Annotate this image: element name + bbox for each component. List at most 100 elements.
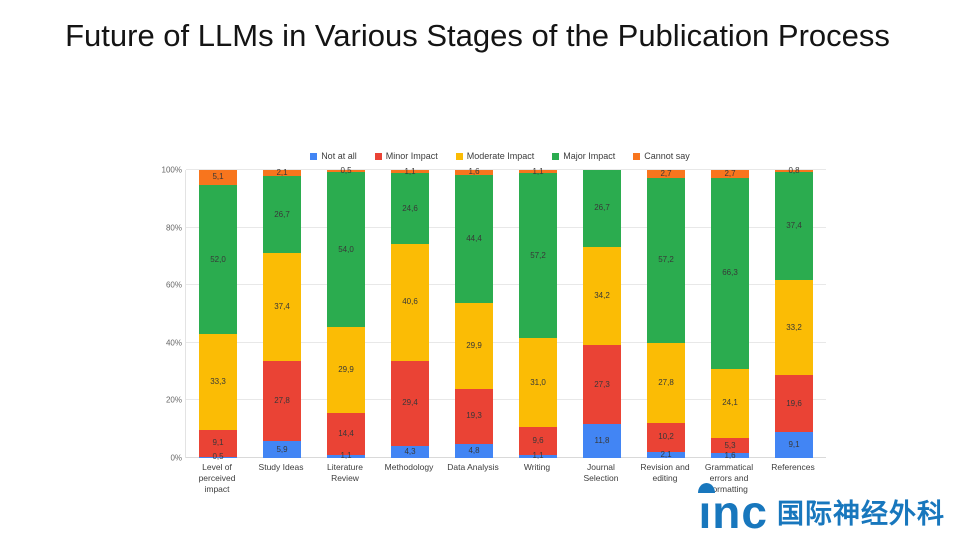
segment-value-label: 27,3 xyxy=(594,379,610,389)
bar-segment: 9,1 xyxy=(199,430,237,457)
bar-segment: 2,7 xyxy=(647,168,685,178)
segment-value-label: 40,6 xyxy=(402,297,418,307)
bar-segment: 4,8 xyxy=(455,444,493,458)
gridline-80 xyxy=(186,226,826,228)
stacked-bar-2: 5,9 27,8 37,4 26,7 2,1 xyxy=(263,169,301,458)
legend-swatch-icon xyxy=(374,152,382,160)
legend-item-not-at-all: Not at all xyxy=(310,151,357,161)
bar-segment: 1,1 xyxy=(519,452,557,460)
bar-segment: 2,1 xyxy=(647,449,685,459)
stacked-bar-9: 1,6 5,3 24,1 66,3 2,7 xyxy=(711,168,749,460)
segment-value-label: 2,7 xyxy=(660,168,672,178)
bar-slot: 2,1 10,2 27,8 57,2 2,7 xyxy=(634,168,698,459)
bar-segment: 26,7 xyxy=(263,176,301,254)
segment-value-label: 44,4 xyxy=(466,233,482,243)
bar-segment: 26,7 xyxy=(583,170,621,247)
bar-segment: 31,0 xyxy=(519,337,557,428)
segment-value-label: 9,6 xyxy=(532,436,544,446)
segment-value-label: 1,6 xyxy=(724,450,736,460)
segment-value-label: 14,4 xyxy=(338,429,354,439)
segment-value-label: 34,2 xyxy=(594,291,610,301)
segment-value-label: 54,0 xyxy=(338,244,354,254)
segment-value-label: 9,1 xyxy=(788,439,800,449)
bar-segment: 27,8 xyxy=(263,360,301,442)
segment-value-label: 11,8 xyxy=(594,436,610,446)
segment-value-label: 5,3 xyxy=(724,440,736,450)
bar-slot: 0,5 9,1 33,3 52,0 5,1 xyxy=(186,170,250,461)
legend-label: Minor Impact xyxy=(385,151,438,161)
category-label: Methodology xyxy=(377,462,441,495)
category-label-text: Revision and editing xyxy=(640,462,690,484)
segment-value-label: 33,2 xyxy=(786,322,802,332)
category-label-text: Level of perceived impact xyxy=(198,462,236,495)
gridline-60 xyxy=(186,284,826,286)
x-axis-labels: Level of perceived impact Study Ideas Lite… xyxy=(185,462,825,495)
bar-segment: 29,9 xyxy=(455,302,493,389)
bar-segment: 29,9 xyxy=(327,327,365,414)
inc-logo: ınc xyxy=(697,481,768,535)
segment-value-label: 29,9 xyxy=(338,365,354,375)
bar-segment: 52,0 xyxy=(199,184,237,335)
bar-segment: 0,5 xyxy=(327,167,365,175)
segment-value-label: 19,3 xyxy=(466,411,482,421)
legend-swatch-icon xyxy=(310,152,318,160)
category-label: Revision and editing xyxy=(633,462,697,495)
segment-value-label: 10,2 xyxy=(658,432,674,442)
bar-slot: 5,9 27,8 37,4 26,7 2,1 xyxy=(250,169,314,458)
bar-segment: 5,3 xyxy=(711,438,749,454)
segment-value-label: 2,7 xyxy=(724,168,736,178)
bar-segment: 34,2 xyxy=(583,246,621,346)
stacked-bar-6: 1,1 9,6 31,0 57,2 1,1 xyxy=(519,167,557,460)
bars-container: 0,5 9,1 33,3 52,0 5,1 5,9 27,8 37,4 26,7 2,1 1,1 14… xyxy=(186,166,826,461)
bar-segment: 24,6 xyxy=(391,173,429,245)
bar-segment: 37,4 xyxy=(263,253,301,361)
legend-label: Cannot say xyxy=(644,151,690,161)
category-label: Level of perceived impact xyxy=(185,462,249,495)
bar-slot: 1,1 14,4 29,9 54,0 0,5 xyxy=(314,167,378,460)
segment-value-label: 24,1 xyxy=(722,398,738,408)
legend-label: Moderate Impact xyxy=(466,151,535,161)
watermark-chinese-text: 国际神经外科 xyxy=(777,499,945,529)
bar-segment: 40,6 xyxy=(391,244,429,361)
category-label-text: Journal Selection xyxy=(583,462,619,484)
category-label-text: Writing xyxy=(523,462,551,472)
bar-segment: 66,3 xyxy=(711,177,749,369)
segment-value-label: 2,1 xyxy=(660,449,672,459)
category-label: Literature Review xyxy=(313,462,377,495)
bar-segment: 33,2 xyxy=(775,279,813,376)
watermark: ınc 国际神经外科 xyxy=(697,481,945,535)
bar-segment: 1,6 xyxy=(455,168,493,176)
segment-value-label: 26,7 xyxy=(274,209,290,219)
category-label: Data Analysis xyxy=(441,462,505,495)
legend-label: Major Impact xyxy=(563,151,616,161)
bar-slot: 1,6 5,3 24,1 66,3 2,7 xyxy=(698,168,762,460)
category-label-text: References xyxy=(771,462,815,472)
segment-value-label: 0,5 xyxy=(340,166,352,176)
y-tick-label: 0% xyxy=(170,453,182,463)
stacked-bar-1: 0,5 9,1 33,3 52,0 5,1 xyxy=(199,170,237,461)
stacked-bar-3: 1,1 14,4 29,9 54,0 0,5 xyxy=(327,167,365,460)
bar-segment: 44,4 xyxy=(455,174,493,303)
segment-value-label: 1,1 xyxy=(404,166,416,176)
bar-segment: 57,2 xyxy=(519,173,557,338)
bar-segment: 1,1 xyxy=(519,167,557,175)
bar-segment: 57,2 xyxy=(647,177,685,343)
segment-value-label: 5,1 xyxy=(212,172,224,182)
gridline-20 xyxy=(186,399,826,401)
segment-value-label: 5,9 xyxy=(276,444,288,454)
bar-slot: 11,8 27,3 34,2 26,7 xyxy=(570,170,634,458)
legend-item-minor-impact: Minor Impact xyxy=(374,151,438,161)
y-tick-label: 60% xyxy=(165,280,182,290)
bar-slot: 4,3 29,4 40,6 24,6 1,1 xyxy=(378,166,442,458)
y-tick-label: 20% xyxy=(165,395,182,405)
inc-logo-text: ınc xyxy=(698,486,768,538)
bar-segment: 19,3 xyxy=(455,388,493,445)
category-label-text: Methodology xyxy=(384,462,434,472)
category-label: References xyxy=(761,462,825,495)
segment-value-label: 31,0 xyxy=(530,377,546,387)
legend-swatch-icon xyxy=(552,152,560,160)
segment-value-label: 37,4 xyxy=(786,221,802,231)
bar-segment: 9,1 xyxy=(775,431,813,458)
legend-label: Not at all xyxy=(321,151,357,161)
stacked-bar-5: 4,8 19,3 29,9 44,4 1,6 xyxy=(455,168,493,458)
